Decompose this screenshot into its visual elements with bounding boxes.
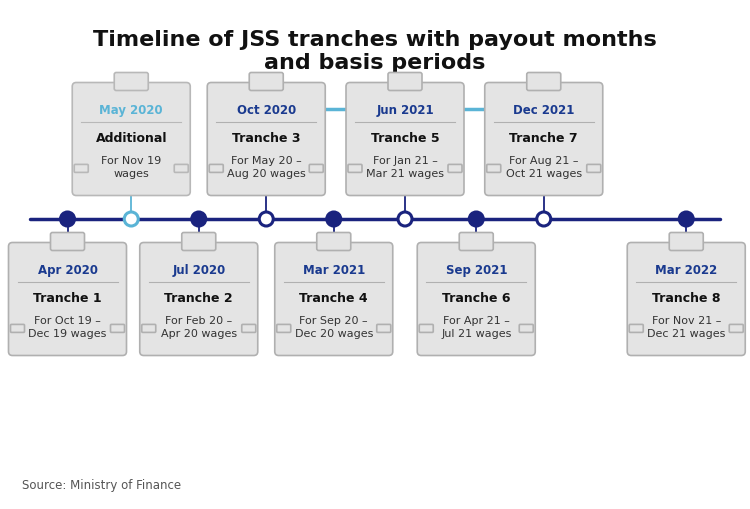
Circle shape xyxy=(61,213,74,227)
FancyBboxPatch shape xyxy=(10,325,25,333)
FancyBboxPatch shape xyxy=(526,73,561,91)
FancyBboxPatch shape xyxy=(388,73,422,91)
Text: For Jan 21 –
Mar 21 wages: For Jan 21 – Mar 21 wages xyxy=(366,155,444,179)
Circle shape xyxy=(327,213,340,227)
Text: For Apr 21 –
Jul 21 wages: For Apr 21 – Jul 21 wages xyxy=(441,315,512,338)
Text: Tranche 3: Tranche 3 xyxy=(232,132,301,145)
Text: Mar 2022: Mar 2022 xyxy=(656,264,717,276)
Text: Tranche 6: Tranche 6 xyxy=(442,292,511,305)
Text: For Aug 21 –
Oct 21 wages: For Aug 21 – Oct 21 wages xyxy=(506,155,582,179)
FancyBboxPatch shape xyxy=(519,325,533,333)
FancyBboxPatch shape xyxy=(448,165,462,173)
Text: Sep 2021: Sep 2021 xyxy=(446,264,507,276)
Text: Jul 2020: Jul 2020 xyxy=(172,264,225,276)
FancyBboxPatch shape xyxy=(346,83,464,196)
FancyBboxPatch shape xyxy=(174,165,188,173)
FancyBboxPatch shape xyxy=(376,325,391,333)
FancyBboxPatch shape xyxy=(207,83,326,196)
Text: Jun 2021: Jun 2021 xyxy=(376,104,433,117)
FancyBboxPatch shape xyxy=(309,165,323,173)
FancyBboxPatch shape xyxy=(142,325,156,333)
Circle shape xyxy=(192,213,206,227)
FancyBboxPatch shape xyxy=(8,243,127,356)
Text: For Sep 20 –
Dec 20 wages: For Sep 20 – Dec 20 wages xyxy=(295,315,373,338)
FancyBboxPatch shape xyxy=(274,243,393,356)
FancyBboxPatch shape xyxy=(348,165,362,173)
Circle shape xyxy=(398,213,412,227)
FancyBboxPatch shape xyxy=(110,325,125,333)
Circle shape xyxy=(470,213,483,227)
Text: Tranche 1: Tranche 1 xyxy=(33,292,102,305)
Text: May 2020: May 2020 xyxy=(100,104,163,117)
FancyBboxPatch shape xyxy=(74,165,88,173)
FancyBboxPatch shape xyxy=(729,325,743,333)
FancyBboxPatch shape xyxy=(249,73,284,91)
FancyBboxPatch shape xyxy=(459,233,494,251)
Circle shape xyxy=(124,213,138,227)
FancyBboxPatch shape xyxy=(627,243,746,356)
FancyBboxPatch shape xyxy=(669,233,704,251)
FancyBboxPatch shape xyxy=(114,73,148,91)
Text: Source: Ministry of Finance: Source: Ministry of Finance xyxy=(22,478,182,491)
FancyBboxPatch shape xyxy=(209,165,224,173)
Text: Dec 2021: Dec 2021 xyxy=(513,104,574,117)
FancyBboxPatch shape xyxy=(72,83,190,196)
Text: Tranche 2: Tranche 2 xyxy=(164,292,233,305)
FancyBboxPatch shape xyxy=(487,165,501,173)
FancyBboxPatch shape xyxy=(586,165,601,173)
FancyBboxPatch shape xyxy=(316,233,351,251)
Circle shape xyxy=(260,213,273,227)
FancyBboxPatch shape xyxy=(140,243,258,356)
Circle shape xyxy=(537,213,550,227)
Text: For Nov 21 –
Dec 21 wages: For Nov 21 – Dec 21 wages xyxy=(647,315,725,338)
Text: Mar 2021: Mar 2021 xyxy=(302,264,364,276)
Text: For Nov 19
wages: For Nov 19 wages xyxy=(101,155,161,179)
Text: Timeline of JSS tranches with payout months
and basis periods: Timeline of JSS tranches with payout mon… xyxy=(93,30,657,73)
FancyBboxPatch shape xyxy=(277,325,291,333)
Text: For May 20 –
Aug 20 wages: For May 20 – Aug 20 wages xyxy=(226,155,306,179)
Text: Apr 2020: Apr 2020 xyxy=(38,264,98,276)
Text: Tranche 4: Tranche 4 xyxy=(299,292,368,305)
FancyBboxPatch shape xyxy=(629,325,644,333)
FancyBboxPatch shape xyxy=(242,325,256,333)
FancyBboxPatch shape xyxy=(417,243,536,356)
FancyBboxPatch shape xyxy=(484,83,603,196)
Circle shape xyxy=(680,213,693,227)
Text: For Feb 20 –
Apr 20 wages: For Feb 20 – Apr 20 wages xyxy=(160,315,237,338)
FancyBboxPatch shape xyxy=(50,233,85,251)
Text: Tranche 5: Tranche 5 xyxy=(370,132,440,145)
FancyBboxPatch shape xyxy=(419,325,434,333)
Text: Tranche 7: Tranche 7 xyxy=(509,132,578,145)
Text: Tranche 8: Tranche 8 xyxy=(652,292,721,305)
Text: Oct 2020: Oct 2020 xyxy=(237,104,296,117)
FancyBboxPatch shape xyxy=(182,233,216,251)
Text: Additional: Additional xyxy=(95,132,167,145)
Text: For Oct 19 –
Dec 19 wages: For Oct 19 – Dec 19 wages xyxy=(28,315,106,338)
